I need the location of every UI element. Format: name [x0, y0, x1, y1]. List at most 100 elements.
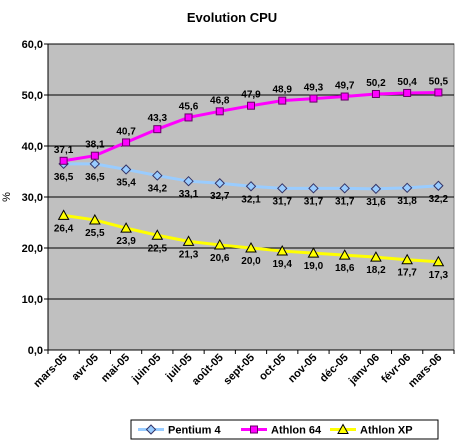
data-point-athlon-xp: [182, 235, 195, 246]
data-label-athlon-64: 49,3: [304, 83, 324, 94]
legend-label-athlon-64: Athlon 64: [271, 425, 322, 437]
data-label-pentium-4: 31,7: [335, 196, 355, 207]
data-label-athlon-64: 37,1: [54, 145, 74, 156]
data-point-athlon-xp: [370, 251, 382, 262]
data-label-athlon-xp: 17,7: [397, 268, 417, 279]
data-point-pentium-4: [120, 164, 132, 175]
data-label-athlon-xp: 19,4: [272, 259, 292, 270]
data-point-pentium-4: [183, 175, 194, 187]
data-point-athlon-xp: [338, 249, 351, 260]
data-label-athlon-xp: 25,5: [85, 228, 105, 239]
data-label-pentium-4: 36,5: [85, 172, 105, 183]
data-label-pentium-4: 36,5: [54, 172, 74, 183]
data-point-athlon-xp: [120, 222, 132, 233]
data-label-athlon-xp: 18,2: [366, 265, 386, 276]
data-label-athlon-xp: 18,6: [335, 263, 355, 274]
data-label-pentium-4: 31,6: [366, 197, 386, 208]
y-tick-label: 40,0: [22, 141, 43, 153]
legend-marker-pentium-4: [145, 424, 157, 435]
data-point-athlon-64: [90, 151, 99, 160]
chart-title: Evolution CPU: [187, 10, 277, 25]
data-point-athlon-xp: [432, 255, 445, 267]
data-label-athlon-xp: 17,3: [429, 270, 449, 281]
legend-box: [130, 419, 439, 440]
data-point-pentium-4: [401, 182, 413, 194]
data-label-athlon-xp: 21,3: [179, 249, 199, 260]
data-label-athlon-64: 50,5: [429, 76, 449, 87]
data-label-pentium-4: 34,2: [148, 184, 168, 195]
data-point-athlon-xp: [88, 213, 101, 225]
data-label-pentium-4: 32,1: [241, 194, 261, 205]
data-label-athlon-xp: 22,5: [148, 243, 168, 254]
y-tick-label: 30,0: [22, 192, 43, 204]
data-point-athlon-xp: [151, 229, 164, 240]
y-tick-label: 60,0: [22, 39, 43, 51]
data-point-athlon-64: [278, 96, 287, 105]
data-point-athlon-xp: [307, 247, 320, 258]
data-label-athlon-64: 50,4: [397, 77, 417, 88]
x-tick-label: mai-05: [99, 352, 132, 385]
series-group: 36,5 36,5 35,4 34,2 33,1 32,7 32,1 31,7 31,7 31,7…: [54, 76, 449, 280]
data-point-athlon-64: [309, 94, 318, 103]
y-tick-label: 10,0: [22, 294, 43, 306]
data-label-athlon-xp: 19,0: [304, 261, 324, 272]
data-point-pentium-4: [89, 158, 101, 170]
data-point-athlon-64: [247, 101, 255, 110]
legend-label-pentium-4: Pentium 4: [168, 425, 221, 437]
data-point-athlon-64: [153, 125, 162, 134]
data-label-athlon-xp: 23,9: [116, 236, 136, 247]
data-label-athlon-xp: 20,0: [241, 256, 261, 267]
data-point-pentium-4: [152, 170, 163, 181]
data-point-athlon-64: [340, 92, 349, 101]
data-point-pentium-4: [308, 183, 319, 194]
data-point-athlon-64: [403, 88, 412, 97]
data-label-athlon-xp: 26,4: [54, 223, 74, 234]
data-label-athlon-64: 50,2: [366, 78, 386, 89]
y-axis-label: %: [1, 192, 13, 202]
data-label-pentium-4: 31,7: [304, 196, 324, 207]
x-tick-label: janv-06: [346, 352, 382, 388]
x-tick-label: juin-05: [129, 352, 163, 386]
legend-marker-athlon-xp: [337, 423, 349, 434]
x-tick-label: sept-05: [221, 352, 257, 388]
y-tick-label: 20,0: [22, 243, 43, 255]
data-label-athlon-64: 47,9: [241, 90, 261, 101]
x-tick-label: nov-05: [286, 352, 320, 386]
data-point-athlon-64: [184, 113, 193, 122]
data-point-pentium-4: [214, 178, 225, 189]
data-point-athlon-xp: [57, 209, 70, 220]
legend: Pentium 4 Athlon 64 Athlon XP: [130, 419, 439, 440]
data-label-athlon-64: 45,6: [179, 101, 199, 112]
x-tick-label: août-05: [190, 352, 226, 388]
data-point-athlon-xp: [213, 238, 226, 250]
data-label-athlon-64: 49,7: [335, 81, 355, 92]
y-tick-label: 0,0: [28, 345, 43, 357]
y-tick-label: 50,0: [22, 90, 43, 102]
data-label-pentium-4: 31,7: [272, 196, 292, 207]
data-point-athlon-64: [434, 88, 443, 97]
data-point-athlon-64: [122, 138, 131, 147]
data-point-athlon-xp: [276, 245, 289, 256]
data-label-athlon-64: 48,9: [272, 85, 292, 96]
data-label-athlon-64: 46,8: [210, 95, 230, 106]
x-tick-label: oct-05: [257, 352, 288, 383]
data-point-pentium-4: [339, 183, 350, 194]
legend-marker-athlon-64: [250, 425, 258, 434]
data-point-athlon-xp: [401, 253, 414, 265]
data-point-athlon-64: [215, 107, 224, 116]
data-label-pentium-4: 31,8: [397, 196, 417, 207]
data-label-pentium-4: 32,2: [429, 194, 449, 205]
data-label-athlon-xp: 20,6: [210, 253, 230, 264]
x-tick-label: avr-05: [70, 352, 101, 383]
data-point-pentium-4: [370, 183, 382, 195]
data-label-athlon-64: 40,7: [116, 126, 136, 137]
data-point-athlon-64: [371, 89, 380, 98]
data-point-pentium-4: [245, 181, 257, 192]
x-tick-label: déc-05: [318, 352, 351, 385]
data-label-pentium-4: 32,7: [210, 191, 230, 202]
data-point-pentium-4: [433, 180, 444, 191]
legend-label-athlon-xp: Athlon XP: [360, 425, 413, 437]
x-tick-label: mars-06: [406, 352, 444, 390]
data-label-pentium-4: 35,4: [116, 177, 136, 188]
data-label-athlon-64: 43,3: [148, 113, 168, 124]
